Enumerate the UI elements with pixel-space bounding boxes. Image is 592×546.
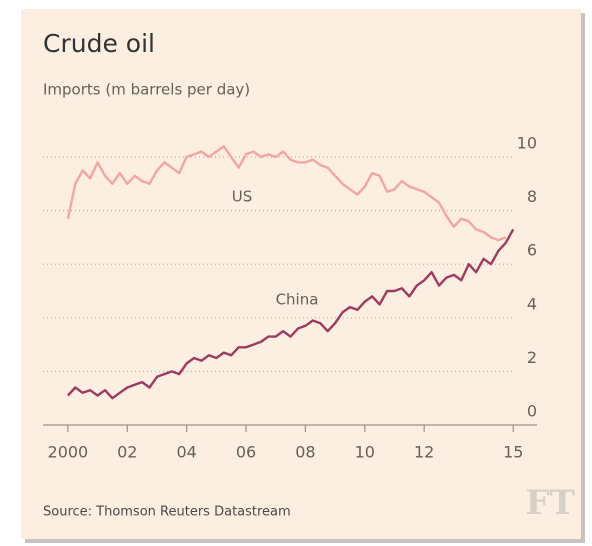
series-label: China [276, 291, 319, 309]
x-tick-label: 08 [295, 443, 315, 462]
chart-subtitle: Imports (m barrels per day) [43, 81, 250, 99]
series-line [66, 145, 507, 242]
chart-title: Crude oil [43, 29, 155, 58]
y-tick-label: 8 [527, 187, 537, 206]
y-tick-label: 10 [517, 134, 537, 153]
x-tick-label: 06 [236, 443, 256, 462]
panel [21, 9, 581, 539]
series-label: US [232, 188, 253, 206]
x-tick-label: 04 [176, 443, 196, 462]
x-tick-label: 2000 [48, 443, 89, 462]
y-tick-label: 2 [527, 348, 537, 367]
x-tick-label: 10 [355, 443, 375, 462]
x-tick-label: 12 [414, 443, 434, 462]
y-tick-label: 0 [527, 402, 537, 421]
source: Source: Thomson Reuters Datastream [43, 505, 291, 520]
y-tick-label: 6 [527, 241, 537, 260]
x-tick-label: 15 [503, 443, 523, 462]
x-tick-label: 02 [117, 443, 137, 462]
logo: FT [526, 483, 575, 523]
series-line [67, 228, 515, 400]
y-tick-label: 4 [527, 294, 537, 313]
